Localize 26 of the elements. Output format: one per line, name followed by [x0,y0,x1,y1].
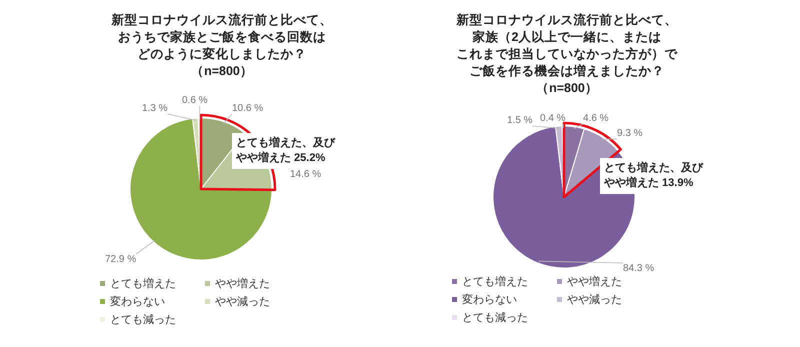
legend-label: やや増えた [215,277,270,290]
data-label: 1.5 % [507,115,533,126]
data-label: 14.6 % [290,169,322,180]
data-label: 0.6 % [182,95,208,106]
data-label: 10.6 % [232,103,264,114]
chart-subtitle: （n=800） [536,81,598,95]
legend-label: 変わらない [462,293,517,306]
data-label: 4.6 % [583,113,609,124]
data-label: 0.4 % [540,113,566,124]
legend-label: やや増えた [567,275,622,288]
text: とても増えた、及びやや増えた 13.9% [603,161,704,189]
legend-label: とても増えた [110,277,176,290]
legend-label: とても減った [110,313,176,326]
chart-title: 新型コロナウイルス流行前と比べて、家族（2人以上で一緒に、またはこれまで担当していなかった方が）でご飯を作る機会は増えましたか？ [456,12,678,78]
legend-label: とても増えた [462,275,528,288]
legend-label: やや減った [215,295,270,308]
data-label: 1.3 % [142,103,168,114]
legend-label: 変わらない [110,295,165,308]
text: とても増えた、及びやや増えた 25.2% [235,136,336,164]
legend-label: とても減った [462,311,528,324]
data-label: 9.3 % [617,128,643,139]
chart-subtitle: （n=800） [191,64,253,78]
data-label: 84.3 % [623,263,654,274]
data-label: 72.9 % [105,254,136,265]
legend-label: やや減った [567,293,622,306]
chart-title: 新型コロナウイルス流行前と比べて、おうちで家族とご飯を食べる回数はどのように変化しましたか？ [110,12,332,61]
